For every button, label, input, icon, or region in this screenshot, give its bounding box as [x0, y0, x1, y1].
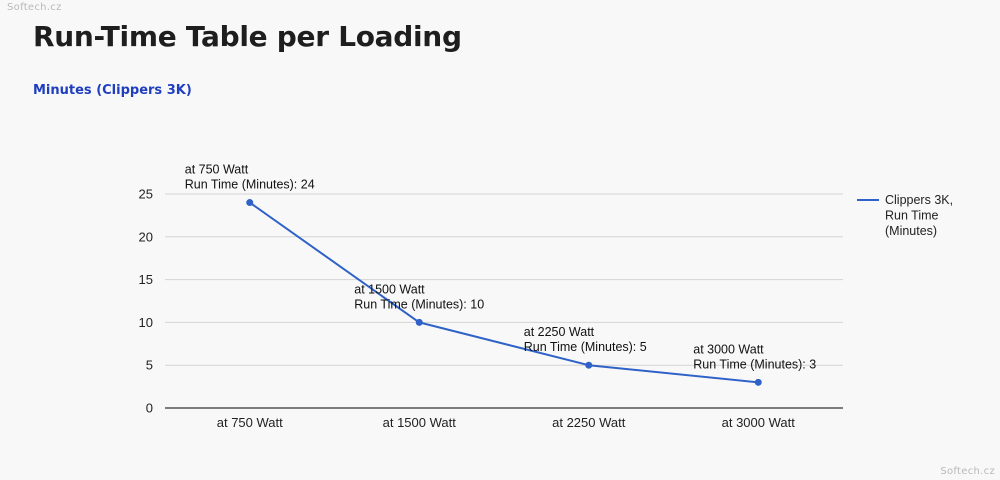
x-tick-label: at 3000 Watt: [722, 415, 796, 430]
data-label: at 1500 Watt: [354, 282, 425, 296]
data-label: Run Time (Minutes): 3: [693, 357, 816, 371]
data-label: Run Time (Minutes): 5: [524, 340, 647, 354]
x-tick-label: at 2250 Watt: [552, 415, 626, 430]
data-label: Run Time (Minutes): 10: [354, 297, 484, 311]
series-line-group: [246, 199, 762, 386]
series-line: [249, 201, 759, 384]
y-tick-label: 15: [139, 272, 153, 287]
legend: Clippers 3K, Run Time(Minutes): [857, 193, 953, 238]
x-tick-label: at 750 Watt: [217, 415, 283, 430]
data-point: [585, 361, 593, 369]
x-axis-ticks: at 750 Watt at 1500 Watt at 2250 Watt at 30…: [217, 415, 795, 430]
y-tick-label: 10: [139, 315, 153, 330]
data-label: at 3000 Watt: [693, 342, 764, 356]
data-label: at 750 Watt: [185, 163, 249, 177]
y-axis-ticks: 0 5 10 15 20 25: [139, 187, 153, 416]
watermark-top: Softech.cz: [7, 2, 62, 13]
legend-label: Clippers 3K,: [885, 193, 953, 207]
y-tick-label: 0: [146, 401, 153, 416]
data-label: at 2250 Watt: [524, 325, 595, 339]
legend-label: Run Time: [885, 209, 939, 223]
legend-label: (Minutes): [885, 224, 937, 238]
y-tick-label: 25: [139, 187, 153, 202]
data-point: [754, 378, 762, 386]
data-point: [246, 199, 254, 207]
watermark-bottom: Softech.cz: [940, 466, 995, 477]
chart-subtitle: Minutes (Clippers 3K): [33, 83, 192, 98]
chart-title: Run-Time Table per Loading: [33, 20, 462, 53]
y-tick-label: 20: [139, 229, 153, 244]
y-tick-label: 5: [146, 358, 153, 373]
x-tick-label: at 1500 Watt: [383, 415, 457, 430]
data-point: [415, 318, 423, 326]
data-label: Run Time (Minutes): 24: [185, 178, 315, 192]
gridlines: [165, 193, 843, 409]
